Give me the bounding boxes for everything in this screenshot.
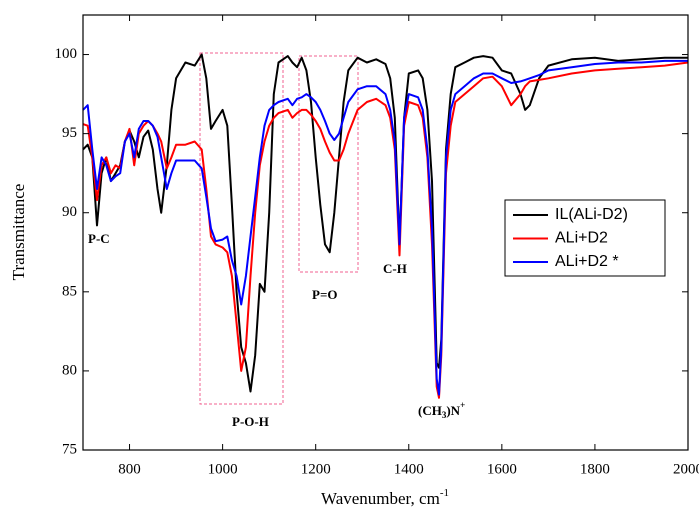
- y-axis-label: Transmittance: [9, 184, 28, 281]
- annotation-part: (CH: [418, 403, 442, 418]
- spectrum-line: [82, 59, 688, 396]
- x-axis-label: Wavenumber, cm-1: [321, 487, 449, 508]
- legend: IL(ALi-D2) ALi+D2 ALi+D2 *: [504, 199, 666, 277]
- y-tick-label: 90: [62, 204, 77, 220]
- y-tick-label: 100: [55, 46, 78, 62]
- legend-label: IL(ALi-D2): [555, 206, 628, 223]
- x-tick-label: 1200: [301, 461, 331, 477]
- annotation: P-O-H: [232, 414, 269, 429]
- x-tick-label: 1400: [394, 461, 424, 477]
- x-tick-label: 800: [118, 461, 141, 477]
- plot-frame: [82, 14, 689, 451]
- legend-label: ALi+D2: [555, 230, 608, 247]
- annotation: P-C: [88, 231, 110, 246]
- spectrum-line: [82, 53, 688, 393]
- y-tick-label: 80: [62, 362, 77, 378]
- annotation: (CH3)N+: [418, 400, 465, 420]
- region-box: [199, 52, 284, 405]
- annotation-sub: 3: [442, 410, 447, 420]
- y-tick-label: 85: [62, 283, 77, 299]
- x-tick-label: 1800: [580, 461, 610, 477]
- annotation-sup: +: [460, 400, 465, 410]
- annotation: P=O: [312, 287, 337, 302]
- x-axis-label-text: Wavenumber, cm: [321, 489, 440, 508]
- x-tick-label: 1000: [208, 461, 238, 477]
- plot-lines: [82, 53, 689, 399]
- annotation-part: )N: [446, 403, 460, 418]
- legend-label: ALi+D2 *: [555, 253, 619, 270]
- y-tick-label: 95: [62, 125, 77, 141]
- x-axis-label-sup: -1: [440, 487, 449, 499]
- x-tick-label: 2000: [673, 461, 699, 477]
- y-tick-label: 75: [62, 441, 77, 457]
- x-tick-label: 1600: [487, 461, 517, 477]
- annotation: C-H: [383, 261, 407, 276]
- region-box: [298, 55, 359, 273]
